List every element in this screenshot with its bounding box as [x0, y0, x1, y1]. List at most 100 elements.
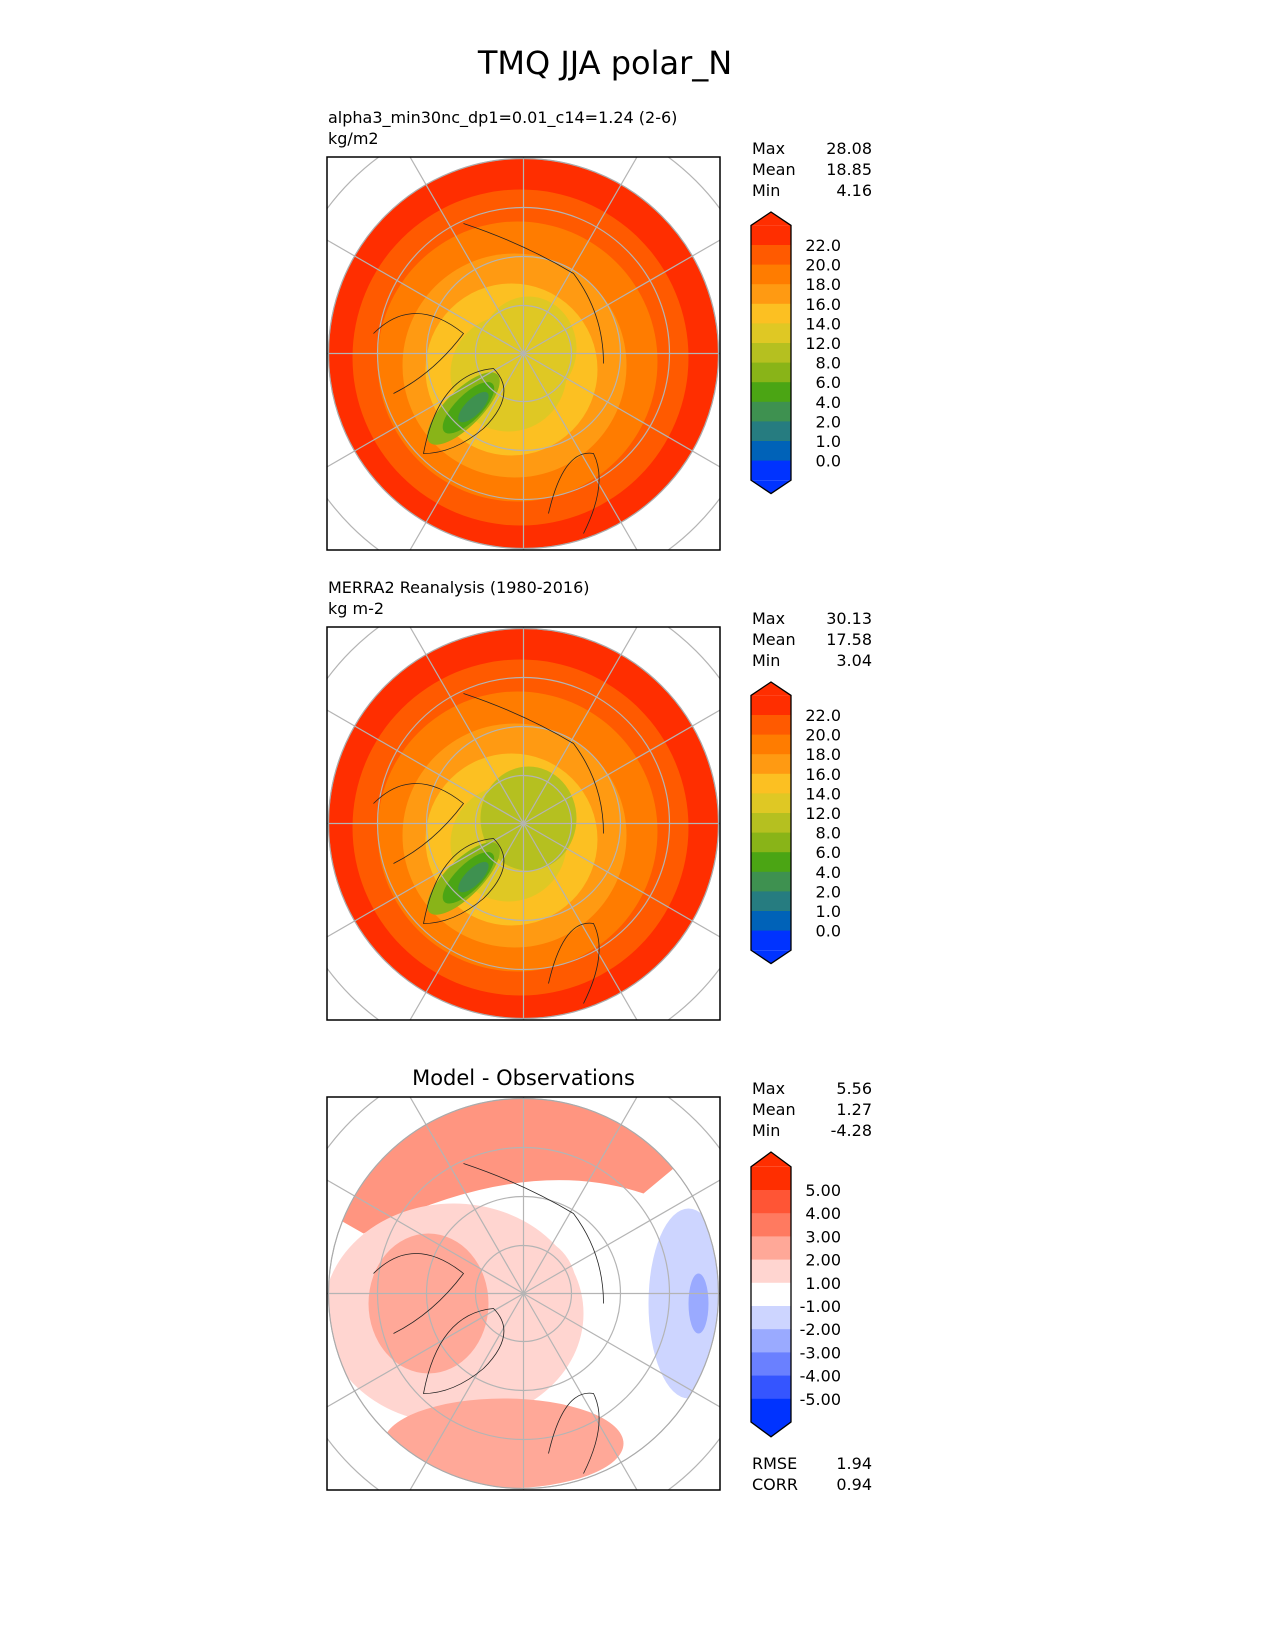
metric-label: CORR — [752, 1475, 798, 1494]
contour-center — [480, 296, 577, 401]
colorbar-tick-label: 5.00 — [805, 1181, 841, 1200]
greenland-coastline — [423, 838, 505, 924]
colorbar-outline — [750, 1151, 792, 1438]
longitude-line — [409, 823, 525, 1020]
stat-label: Mean — [752, 160, 796, 179]
metric-value: 0.94 — [836, 1475, 872, 1494]
colorbar-bin — [751, 225, 791, 246]
colorbar-tick-label: -3.00 — [800, 1343, 841, 1362]
colorbar-bin — [751, 715, 791, 736]
colorbar-bin — [751, 911, 791, 932]
stat-value: 1.27 — [836, 1100, 872, 1119]
colorbar-bin — [751, 284, 791, 305]
panel-title: Model - Observations — [412, 1066, 635, 1090]
metric-value: 1.94 — [836, 1454, 872, 1473]
colorbar-bin — [751, 460, 791, 481]
longitude-line — [409, 627, 525, 824]
colorbar-bin — [751, 1306, 791, 1330]
stat-value: 17.58 — [826, 630, 872, 649]
stat-value: 28.08 — [826, 139, 872, 158]
colorbar: 5.00 4.00 3.00 2.00 1.00 -1.00 -2.00 -3.00 -4.00… — [750, 1151, 841, 1438]
colorbar-bin — [751, 813, 791, 834]
colorbar-tick-label: 8.0 — [816, 354, 841, 373]
coastlines — [373, 223, 604, 534]
colorbar-bin — [751, 773, 791, 794]
panel-units: kg/m2 — [328, 129, 379, 148]
longitude-line — [327, 1179, 524, 1295]
map-frame — [326, 626, 721, 1021]
negative-anomaly — [688, 1273, 709, 1334]
colorbar-tick-label: 6.0 — [816, 843, 841, 862]
colorbar-bin — [751, 264, 791, 285]
colorbar: 22.020.018.016.014.012.08.06.04.02.01.00… — [750, 211, 841, 495]
colorbar-extend-max — [751, 212, 791, 226]
panel-title: MERRA2 Reanalysis (1980-2016) — [328, 578, 590, 597]
positive-anomaly — [368, 1233, 489, 1374]
colorbar-bin — [751, 754, 791, 775]
colorbar-tick-label: 18.0 — [805, 275, 841, 294]
longitude-line — [327, 1292, 524, 1408]
longitude-line — [522, 1293, 638, 1490]
colorbar-tick-label: 20.0 — [805, 256, 841, 275]
colorbar-extend-max — [751, 682, 791, 696]
colorbar-bin — [751, 421, 791, 442]
map-boundary — [328, 1098, 719, 1489]
colorbar-bin — [751, 1166, 791, 1191]
stat-label: Max — [752, 609, 785, 628]
stat-label: Mean — [752, 1100, 796, 1119]
longitude-line — [327, 239, 524, 355]
siberia-coastline — [463, 1163, 604, 1304]
colorbar-tick-label: 8.0 — [816, 824, 841, 843]
longitude-line — [522, 157, 638, 354]
greenland-coastline — [423, 368, 505, 454]
colorbar-outline — [750, 681, 792, 965]
stat-label: Max — [752, 139, 785, 158]
colorbar-tick-label: 4.0 — [816, 863, 841, 882]
longitude-line — [522, 353, 638, 550]
canada-coastline — [373, 1253, 465, 1334]
colorbar-bin — [751, 362, 791, 383]
colorbar-tick-label: 4.00 — [805, 1204, 841, 1223]
colorbar-extend-max — [751, 1152, 791, 1167]
colorbar-bin — [751, 695, 791, 716]
graticule — [327, 627, 720, 1020]
longitude-line — [522, 627, 638, 824]
colorbar-bin — [751, 1352, 791, 1377]
scandinavia-coastline — [548, 922, 600, 1004]
colorbar-tick-label: -1.00 — [800, 1297, 841, 1316]
contour-center — [480, 766, 577, 871]
colorbar-bin — [751, 1375, 791, 1400]
colorbar-tick-label: 12.0 — [805, 804, 841, 823]
colorbar-bin — [751, 1213, 791, 1237]
stat-value: 18.85 — [826, 160, 872, 179]
longitude-line — [523, 1292, 720, 1408]
longitude-line — [523, 709, 720, 825]
colorbar-bin — [751, 832, 791, 853]
colorbar-tick-label: 0.0 — [816, 922, 841, 941]
map-boundary — [328, 628, 719, 1019]
longitude-line — [409, 1097, 525, 1294]
colorbar-bin — [751, 852, 791, 873]
longitude-line — [327, 709, 524, 825]
colorbar-tick-label: 0.0 — [816, 452, 841, 471]
colorbar-tick-label: 2.00 — [805, 1251, 841, 1270]
colorbar-tick-label: 14.0 — [805, 784, 841, 803]
stat-value: 4.16 — [836, 181, 872, 200]
siberia-coastline — [463, 223, 604, 364]
greenland-coastline — [423, 1308, 505, 1394]
canada-coastline — [373, 783, 465, 864]
figure-title: TMQ JJA polar_N — [477, 44, 732, 82]
map-frame — [326, 1096, 721, 1491]
stat-label: Min — [752, 181, 780, 200]
colorbar-tick-label: 6.0 — [816, 373, 841, 392]
colorbar-extend-min — [751, 950, 791, 964]
longitude-line — [523, 239, 720, 355]
colorbar-bin — [751, 323, 791, 344]
map-boundary — [328, 158, 719, 549]
colorbar-bin — [751, 930, 791, 951]
graticule — [327, 157, 720, 550]
colorbar-tick-label: 14.0 — [805, 314, 841, 333]
colorbar-tick-label: 20.0 — [805, 726, 841, 745]
longitude-line — [523, 822, 720, 938]
stat-value: -4.28 — [831, 1121, 872, 1140]
